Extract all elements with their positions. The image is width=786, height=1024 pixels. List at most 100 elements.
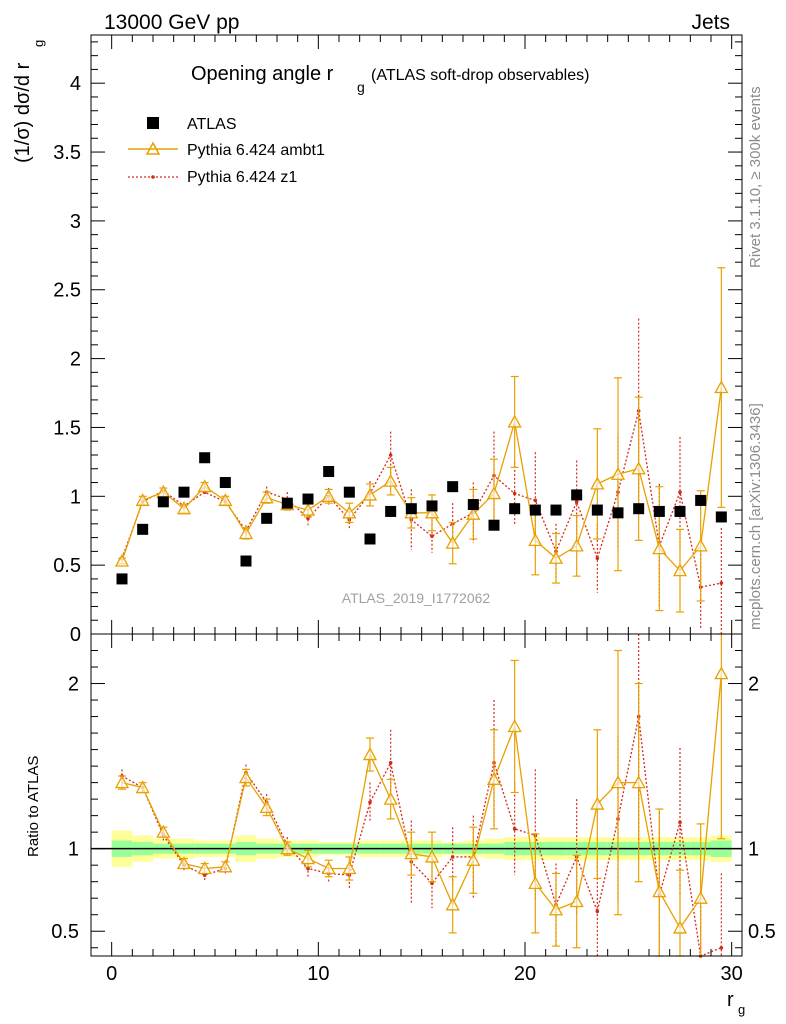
ratio-y-axis-title: Ratio to ATLAS [25, 756, 42, 857]
main-ambt1-point [321, 488, 336, 502]
main-ambt1-point [652, 541, 667, 555]
ratio-ambt1-line [121, 673, 722, 930]
ratio-panel-series [114, 633, 729, 958]
ratio-y-tick-label-right: 1 [748, 839, 759, 861]
ratio-ambt1-point [445, 897, 460, 911]
main-ambt1-point [362, 487, 378, 501]
top-y-axis-title: (1/σ) dσ/d r [12, 62, 34, 163]
legend-ambt1-marker [145, 141, 161, 155]
main-ambt1-point [507, 414, 522, 428]
main-atlas-point [261, 512, 273, 524]
main-z1-point [574, 500, 579, 504]
legend-atlas-label: ATLAS [187, 116, 237, 133]
main-y-tick-label: 2 [70, 349, 81, 371]
main-z1-point [678, 490, 682, 494]
main-atlas-point [467, 499, 479, 511]
main-ambt1-point [672, 563, 688, 577]
ratio-ambt1-point [197, 861, 212, 875]
ratio-ambt1-point [507, 719, 522, 733]
ratio-z1-point [368, 800, 372, 805]
main-panel-series [114, 267, 729, 634]
ratio-ambt1-point [114, 775, 130, 789]
main-z1-point [388, 453, 393, 457]
main-z1-line [121, 410, 722, 588]
ratio-z1-point [388, 761, 393, 765]
main-y-tick-label: 0.5 [53, 555, 81, 577]
ratio-ambt1-point [610, 775, 626, 789]
legend-z1-label: Pythia 6.424 z1 [187, 169, 297, 186]
x-axis-title-sub: g [738, 1002, 745, 1017]
ratio-ambt1-point [321, 861, 336, 875]
main-ambt1-line [121, 387, 722, 572]
ratio-ambt1-point [176, 856, 192, 870]
ratio-ambt1-point [218, 859, 233, 873]
main-y-tick-label: 2.5 [53, 280, 81, 302]
category-label: Jets [691, 11, 730, 34]
ratio-z1-point [678, 820, 682, 825]
main-ambt1-point [114, 553, 130, 567]
main-atlas-point [612, 507, 624, 519]
main-atlas-point [591, 504, 603, 516]
ratio-ambt1-point [672, 920, 688, 934]
main-ambt1-point [569, 538, 584, 552]
main-atlas-point [385, 505, 397, 517]
main-ambt1-point [631, 461, 646, 475]
main-ambt1-point [383, 473, 398, 487]
legend-atlas-marker [147, 117, 159, 129]
main-atlas-point [488, 519, 500, 531]
ratio-y-tick-label-left: 2 [68, 674, 79, 696]
main-atlas-point [695, 494, 707, 506]
main-ambt1-point [342, 505, 357, 519]
plot-title-main: Opening angle r [191, 63, 334, 85]
main-atlas-point [219, 477, 231, 489]
main-ambt1-point [176, 501, 192, 515]
main-ambt1-point [218, 493, 233, 507]
main-ambt1-point [238, 526, 254, 540]
rivet-label: Rivet 3.1.10, ≥ 300k events [747, 86, 764, 268]
ratio-ambt1-point [362, 747, 378, 761]
ratio-ambt1-point [714, 666, 729, 680]
main-atlas-point [364, 533, 376, 545]
main-ambt1-point [714, 380, 729, 394]
legend-z1-marker [151, 175, 155, 179]
main-ambt1-point [300, 502, 316, 516]
ratio-ambt1-point [342, 861, 357, 875]
main-z1-point [595, 556, 600, 561]
main-y-tick-label: 1 [70, 486, 81, 508]
ratio-ambt1-point [486, 771, 502, 785]
ratio-y-tick-label-left: 1 [68, 839, 79, 861]
main-atlas-point [426, 500, 438, 512]
main-ambt1-point [486, 486, 502, 500]
x-axis-title: r [727, 989, 734, 1011]
ratio-ambt1-point [259, 800, 274, 814]
ratio-ambt1-point [404, 846, 419, 860]
ratio-ambt1-point [631, 775, 646, 789]
main-atlas-point [715, 511, 727, 523]
main-ambt1-point [156, 484, 171, 498]
main-atlas-point [343, 486, 355, 498]
main-atlas-point [447, 481, 459, 493]
main-ambt1-point [259, 490, 274, 504]
ratio-y-tick-label-left: 0.5 [51, 921, 79, 943]
mcplots-label: mcplots.cern.ch [arXiv:1306.3436] [747, 403, 764, 630]
main-atlas-point [550, 504, 562, 516]
ratio-ambt1-point [238, 770, 254, 784]
main-atlas-point [529, 504, 541, 516]
ratio-panel-axes: 0 10 20 300.5 0.51 12 2 [51, 634, 776, 985]
main-ambt1-point [197, 479, 212, 493]
x-tick-label: 10 [307, 963, 329, 985]
ratio-ambt1-point [135, 780, 150, 794]
ratio-y-tick-label-right: 2 [748, 674, 759, 696]
ratio-z1-point [306, 866, 310, 871]
main-atlas-point [199, 452, 211, 464]
main-atlas-point [674, 505, 686, 517]
main-ambt1-point [590, 476, 605, 490]
main-atlas-point [571, 489, 583, 501]
main-y-tick-label: 0 [70, 624, 81, 646]
ratio-ambt1-point [652, 884, 667, 898]
ratio-z1-point [595, 909, 600, 914]
ratio-z1-point [430, 881, 434, 886]
plot-title-sub: g [357, 79, 365, 95]
main-atlas-point [137, 523, 149, 535]
